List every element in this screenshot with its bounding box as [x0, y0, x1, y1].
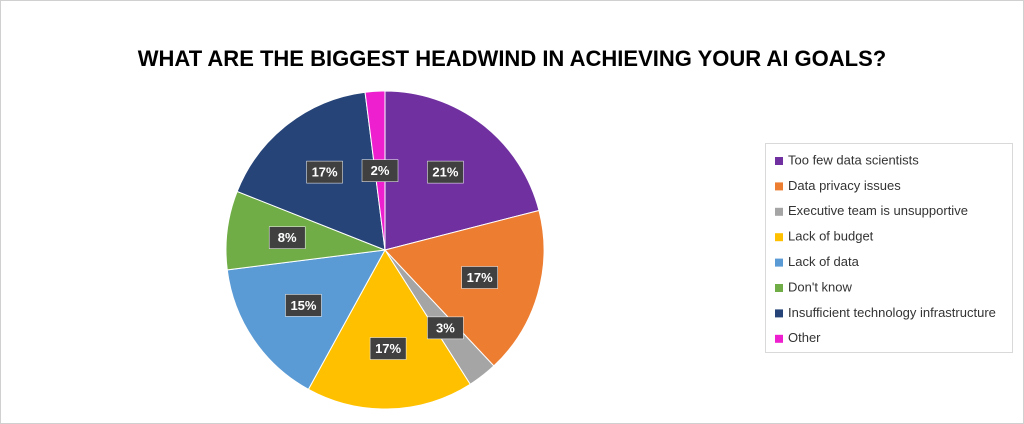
- value-label-box: [361, 159, 399, 182]
- chart-title: WHAT ARE THE BIGGEST HEADWIND IN ACHIEVI…: [138, 46, 886, 71]
- value-label: 2%: [371, 163, 390, 178]
- legend-label: Don't know: [788, 279, 853, 294]
- value-label: 17%: [375, 341, 401, 356]
- value-label-box: [427, 316, 464, 340]
- value-label: 8%: [278, 230, 297, 245]
- legend-swatch: [775, 284, 783, 292]
- value-label-box: [268, 226, 306, 249]
- legend-label: Insufficient technology infrastructure: [788, 305, 996, 320]
- legend-label: Lack of data: [788, 254, 860, 269]
- legend-swatch: [775, 157, 783, 165]
- legend-label: Executive team is unsupportive: [788, 203, 968, 218]
- value-label: 3%: [436, 320, 455, 335]
- value-label-box: [285, 294, 322, 317]
- value-label: 17%: [467, 270, 493, 285]
- legend-swatch: [775, 334, 783, 343]
- value-label-box: [427, 160, 464, 184]
- value-label: 17%: [312, 165, 338, 180]
- legend-swatch: [775, 182, 783, 191]
- legend-swatch: [775, 207, 783, 216]
- value-label-box: [306, 160, 343, 184]
- value-label: 21%: [432, 165, 458, 180]
- legend-swatch: [775, 309, 783, 318]
- legend-label: Data privacy issues: [788, 178, 901, 193]
- legend-swatch: [775, 258, 783, 267]
- legend-swatch: [775, 233, 783, 242]
- legend-label: Too few data scientists: [788, 152, 919, 167]
- value-label: 15%: [290, 298, 316, 313]
- legend-box: [765, 143, 1013, 353]
- legend-label: Other: [788, 330, 821, 345]
- pie-slice: [226, 249, 386, 391]
- legend-label: Lack of budget: [788, 229, 874, 244]
- value-label-box: [369, 337, 407, 360]
- value-label-box: [461, 266, 498, 289]
- pie-slice: [307, 249, 471, 410]
